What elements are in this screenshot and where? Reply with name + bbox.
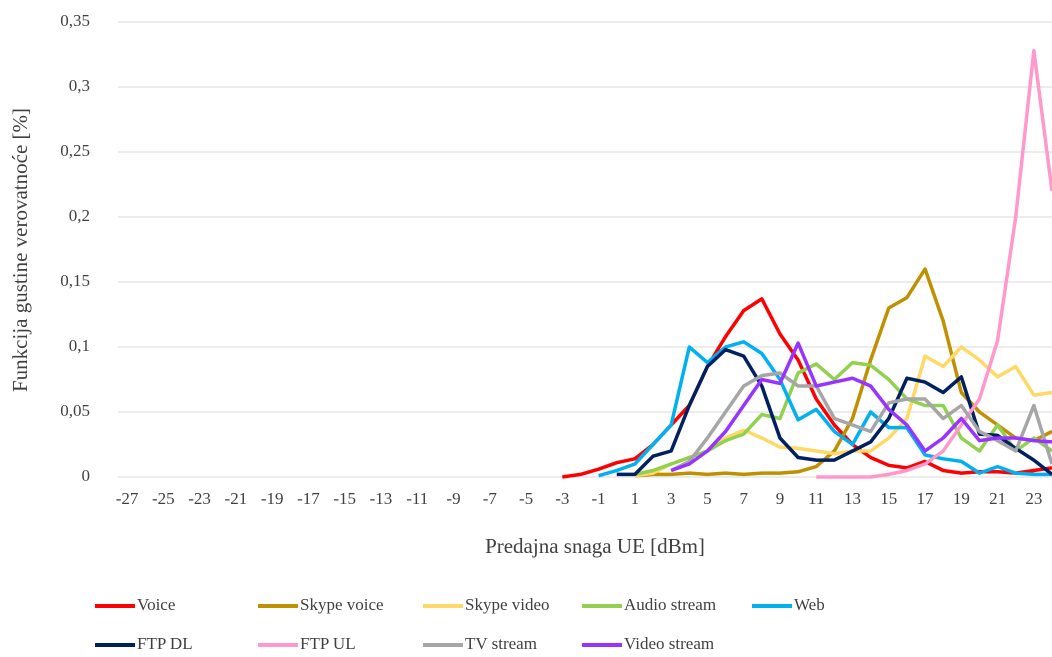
legend-label: Web <box>794 595 825 614</box>
x-tick-label: 17 <box>917 489 935 508</box>
legend-label: Video stream <box>624 634 714 653</box>
legend-label: TV stream <box>465 634 537 653</box>
legend-label: Skype voice <box>300 595 384 614</box>
x-tick-label: 21 <box>989 489 1006 508</box>
series-line <box>816 48 1052 479</box>
x-tick-label: 3 <box>667 489 676 508</box>
x-tick-label: 11 <box>808 489 824 508</box>
x-axis-title: Predajna snaga UE [dBm] <box>485 534 705 558</box>
x-tick-label: -1 <box>592 489 606 508</box>
y-tick-label: 0,25 <box>60 141 90 160</box>
legend-label: FTP UL <box>300 634 356 653</box>
x-tick-label: -23 <box>188 489 211 508</box>
x-tick-label: -19 <box>261 489 284 508</box>
y-axis-title: Funkcija gustine verovatnoće [%] <box>8 108 32 392</box>
x-tick-label: 23 <box>1025 489 1042 508</box>
series-line <box>634 267 1052 478</box>
y-tick-label: 0,35 <box>60 11 90 30</box>
y-tick-label: 0,2 <box>69 206 90 225</box>
series-line <box>670 341 1052 473</box>
x-tick-label: -5 <box>519 489 533 508</box>
x-tick-label: -27 <box>116 489 139 508</box>
x-tick-label: -21 <box>225 489 248 508</box>
legend-label: Voice <box>137 595 175 614</box>
series-line <box>616 347 1052 477</box>
series-line <box>598 340 1052 478</box>
x-tick-label: 9 <box>776 489 785 508</box>
x-tick-label: -15 <box>333 489 356 508</box>
y-tick-label: 0,15 <box>60 271 90 290</box>
x-tick-label: -25 <box>152 489 175 508</box>
x-tick-label: -7 <box>483 489 498 508</box>
x-tick-label: -13 <box>370 489 393 508</box>
x-tick-label: -11 <box>406 489 428 508</box>
y-tick-label: 0,1 <box>69 336 90 355</box>
x-tick-label: -9 <box>446 489 460 508</box>
series-line <box>670 371 1052 473</box>
x-tick-label: 1 <box>631 489 640 508</box>
x-tick-label: 5 <box>703 489 712 508</box>
x-tick-label: 19 <box>953 489 970 508</box>
y-tick-label: 0 <box>82 466 91 485</box>
x-tick-label: 15 <box>880 489 897 508</box>
x-tick-label: -17 <box>297 489 320 508</box>
legend-label: FTP DL <box>137 634 193 653</box>
x-tick-label: 7 <box>739 489 748 508</box>
series-line <box>562 297 1052 479</box>
y-tick-label: 0,05 <box>60 401 90 420</box>
x-tick-label: 13 <box>844 489 861 508</box>
y-tick-label: 0,3 <box>69 76 90 95</box>
legend-label: Skype video <box>465 595 550 614</box>
legend-label: Audio stream <box>624 595 716 614</box>
x-tick-label: -3 <box>555 489 569 508</box>
